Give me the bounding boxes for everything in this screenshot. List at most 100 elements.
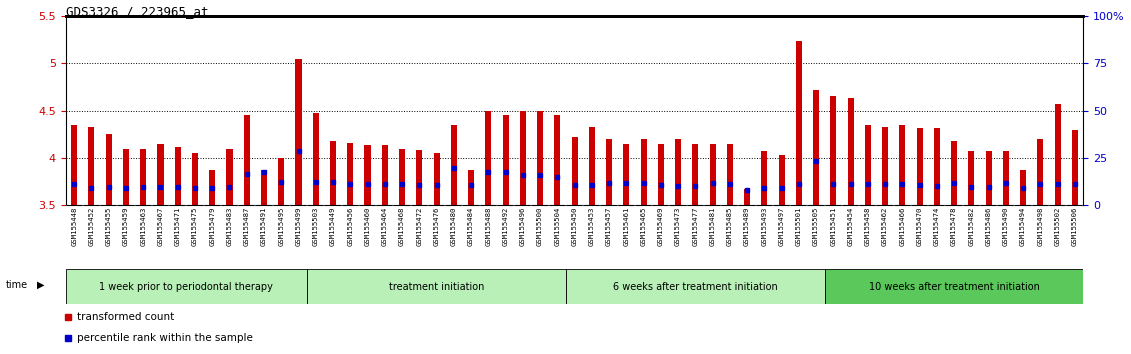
Bar [451, 125, 457, 205]
Bar [675, 139, 681, 205]
Bar [330, 141, 336, 205]
Text: GSM155472: GSM155472 [416, 207, 422, 246]
Text: GSM155458: GSM155458 [865, 207, 871, 246]
Bar [157, 144, 164, 205]
Bar [416, 150, 422, 205]
Text: GSM155453: GSM155453 [589, 207, 595, 246]
Text: GSM155493: GSM155493 [761, 207, 767, 246]
Bar [433, 153, 440, 205]
Bar [566, 269, 824, 304]
Bar [813, 90, 819, 205]
Bar [1020, 170, 1026, 205]
Text: time: time [6, 280, 28, 290]
Text: GSM155473: GSM155473 [675, 207, 681, 246]
Bar [295, 58, 302, 205]
Text: GSM155459: GSM155459 [123, 207, 129, 246]
Bar [692, 144, 698, 205]
Text: GSM155469: GSM155469 [658, 207, 664, 246]
Text: GSM155471: GSM155471 [175, 207, 181, 246]
Bar [658, 144, 664, 205]
Text: GSM155467: GSM155467 [157, 207, 164, 246]
Bar [985, 152, 992, 205]
Bar [727, 144, 733, 205]
Bar [554, 115, 560, 205]
Text: GSM155451: GSM155451 [830, 207, 836, 246]
Text: GSM155462: GSM155462 [882, 207, 888, 246]
Text: GSM155461: GSM155461 [623, 207, 629, 246]
Text: ▶: ▶ [37, 280, 45, 290]
Bar [744, 189, 750, 205]
Text: GSM155474: GSM155474 [934, 207, 940, 246]
Bar [571, 137, 578, 205]
Text: GSM155503: GSM155503 [313, 207, 319, 246]
Text: GSM155460: GSM155460 [364, 207, 371, 246]
Text: GSM155457: GSM155457 [606, 207, 612, 246]
Text: GSM155498: GSM155498 [1037, 207, 1044, 246]
Bar [347, 143, 353, 205]
Text: GSM155496: GSM155496 [520, 207, 526, 246]
Bar [88, 127, 95, 205]
Text: GSM155485: GSM155485 [727, 207, 733, 246]
Bar [1072, 130, 1078, 205]
Text: percentile rank within the sample: percentile rank within the sample [77, 332, 252, 343]
Bar [537, 111, 543, 205]
Text: GSM155449: GSM155449 [330, 207, 336, 246]
Text: GSM155491: GSM155491 [261, 207, 267, 246]
Text: GSM155506: GSM155506 [1072, 207, 1078, 246]
Text: GSM155448: GSM155448 [71, 207, 77, 246]
Text: GSM155486: GSM155486 [985, 207, 992, 246]
Text: GSM155478: GSM155478 [951, 207, 957, 246]
Bar [192, 153, 198, 205]
Bar [709, 144, 716, 205]
Bar [123, 149, 129, 205]
Text: GSM155481: GSM155481 [709, 207, 716, 246]
Text: GSM155500: GSM155500 [537, 207, 543, 246]
Text: treatment initiation: treatment initiation [389, 282, 484, 292]
Text: GSM155484: GSM155484 [468, 207, 474, 246]
Text: GSM155479: GSM155479 [209, 207, 215, 246]
Bar [174, 147, 181, 205]
Text: GSM155502: GSM155502 [1054, 207, 1061, 246]
Bar [968, 152, 975, 205]
Text: GSM155470: GSM155470 [916, 207, 923, 246]
Bar [261, 170, 267, 205]
Bar [824, 269, 1083, 304]
Text: 6 weeks after treatment initiation: 6 weeks after treatment initiation [613, 282, 778, 292]
Text: GSM155456: GSM155456 [347, 207, 353, 246]
Text: GSM155450: GSM155450 [571, 207, 578, 246]
Text: GSM155463: GSM155463 [140, 207, 146, 246]
Text: GSM155477: GSM155477 [692, 207, 698, 246]
Bar [209, 170, 215, 205]
Bar [916, 128, 923, 205]
Text: GSM155490: GSM155490 [1003, 207, 1009, 246]
Text: transformed count: transformed count [77, 312, 174, 322]
Text: GSM155465: GSM155465 [640, 207, 647, 246]
Bar [606, 139, 612, 205]
Bar [520, 111, 526, 205]
Bar [640, 139, 647, 205]
Text: GSM155505: GSM155505 [813, 207, 819, 246]
Bar [71, 125, 77, 205]
Text: GSM155480: GSM155480 [451, 207, 457, 246]
Text: 10 weeks after treatment initiation: 10 weeks after treatment initiation [869, 282, 1039, 292]
Bar [951, 141, 957, 205]
Bar [623, 144, 629, 205]
Bar [308, 269, 566, 304]
Bar [278, 158, 284, 205]
Text: GSM155492: GSM155492 [502, 207, 509, 246]
Text: GSM155487: GSM155487 [244, 207, 250, 246]
Bar [105, 134, 112, 205]
Text: GSM155468: GSM155468 [399, 207, 405, 246]
Bar [830, 96, 836, 205]
Bar [1054, 104, 1061, 205]
Bar [502, 115, 509, 205]
Bar [1037, 139, 1044, 205]
Bar [399, 149, 405, 205]
Bar [468, 170, 474, 205]
Bar [485, 111, 491, 205]
Bar [899, 125, 906, 205]
Text: GSM155454: GSM155454 [847, 207, 854, 246]
Text: GSM155495: GSM155495 [278, 207, 284, 246]
Bar [140, 149, 146, 205]
Text: GSM155499: GSM155499 [295, 207, 302, 246]
